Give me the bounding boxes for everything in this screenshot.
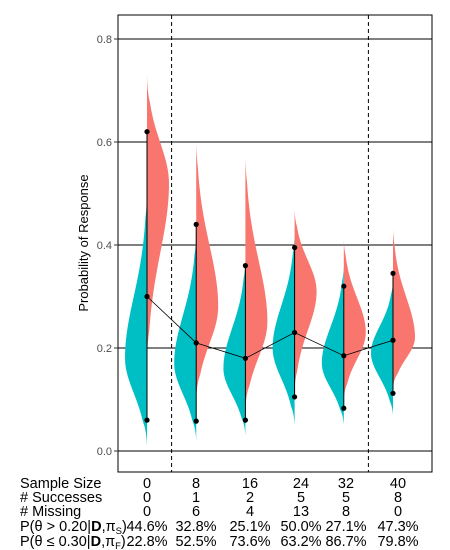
table-cell: 86.7% (325, 534, 366, 550)
y-tick-label: 0.6 (97, 137, 112, 149)
table-cell: 4 (246, 504, 254, 520)
trend-point (341, 353, 347, 359)
lower-point (390, 390, 396, 396)
table-cell: 16 (242, 476, 258, 492)
y-axis: 0.0 0.2 0.4 0.6 0.8 (97, 34, 118, 458)
table-cell: 1 (192, 490, 200, 506)
violin-right-half (343, 239, 366, 400)
violin-right-half (147, 75, 169, 359)
upper-point (341, 283, 347, 289)
upper-point (193, 221, 199, 227)
trend-point (193, 340, 199, 346)
trend-point (292, 329, 298, 336)
table-cell: 32 (338, 476, 354, 492)
table-row-label: Sample Size (20, 476, 101, 492)
y-tick-label: 0.8 (97, 34, 112, 46)
table-cell: 0 (394, 504, 402, 520)
lower-point (193, 418, 199, 424)
violin-right-half (393, 229, 415, 390)
table-cell: 0 (143, 476, 151, 492)
grid-lines (118, 38, 432, 452)
table-cell: 8 (394, 490, 402, 506)
violin-left-half (174, 234, 197, 441)
table-cell: 6 (192, 504, 200, 520)
trend-point (242, 355, 248, 361)
y-axis-title: Probability of Response (76, 174, 91, 311)
table-cell: 73.6% (229, 534, 270, 550)
lower-point (242, 417, 248, 423)
violins (125, 75, 415, 446)
violin-left-half (272, 234, 295, 426)
plot-panel-border (117, 14, 433, 473)
table-cell: 40 (390, 476, 406, 492)
lower-point (341, 405, 347, 411)
table-cell: 27.1% (325, 519, 366, 535)
violin-right-half (294, 208, 317, 390)
violin-left-half (223, 260, 246, 436)
trend-point (144, 293, 150, 300)
table-cell: 8 (342, 504, 350, 520)
table-cell: 22.8% (126, 534, 167, 550)
table-cell: 0 (143, 504, 151, 520)
interval-segments (146, 131, 394, 422)
dashed-reference-lines (171, 15, 369, 472)
violin-left-half (371, 281, 393, 415)
trend-line-path (146, 296, 394, 359)
upper-point (390, 270, 396, 276)
y-tick-label: 0.0 (97, 446, 112, 458)
upper-point (242, 263, 248, 269)
table-row-label: # Successes (20, 490, 102, 506)
violin-right-half (245, 157, 268, 410)
table-cell: 13 (293, 504, 309, 520)
table-cell: 25.1% (229, 519, 270, 535)
points (144, 129, 396, 424)
y-tick-label: 0.4 (97, 240, 112, 252)
table-row-label: P(θ ≤ 0.30|D,πF) (20, 534, 126, 550)
trend-point (390, 337, 396, 343)
table-cell: 44.6% (126, 519, 167, 535)
table-cell: 2 (246, 490, 254, 506)
table-cell: 8 (192, 476, 200, 492)
table-cell: 47.3% (377, 519, 418, 535)
table-cell: 24 (293, 476, 309, 492)
upper-point (144, 129, 150, 135)
y-tick-label: 0.2 (97, 343, 112, 355)
table-cell: 0 (143, 490, 151, 506)
table-cell: 32.8% (175, 519, 216, 535)
lower-point (144, 417, 150, 423)
table-cell: 5 (297, 490, 305, 506)
table-row-label: P(θ > 0.20|D,πS) (20, 519, 127, 537)
table-cell: 79.8% (377, 534, 418, 550)
table-cell: 63.2% (280, 534, 321, 550)
violin-left-half (125, 193, 147, 446)
table-cell: 50.0% (280, 519, 321, 535)
summary-table: Sample Size 0 8 16 24 32 40# Successes 0 1 2 5 5 8# … (20, 476, 419, 550)
violin-right-half (196, 142, 219, 400)
upper-point (292, 244, 298, 251)
lower-point (292, 394, 298, 400)
trend-line (146, 296, 394, 359)
table-cell: 52.5% (175, 534, 216, 550)
violin-left-half (321, 265, 344, 426)
table-cell: 5 (342, 490, 350, 506)
table-row-label: # Missing (20, 504, 81, 520)
